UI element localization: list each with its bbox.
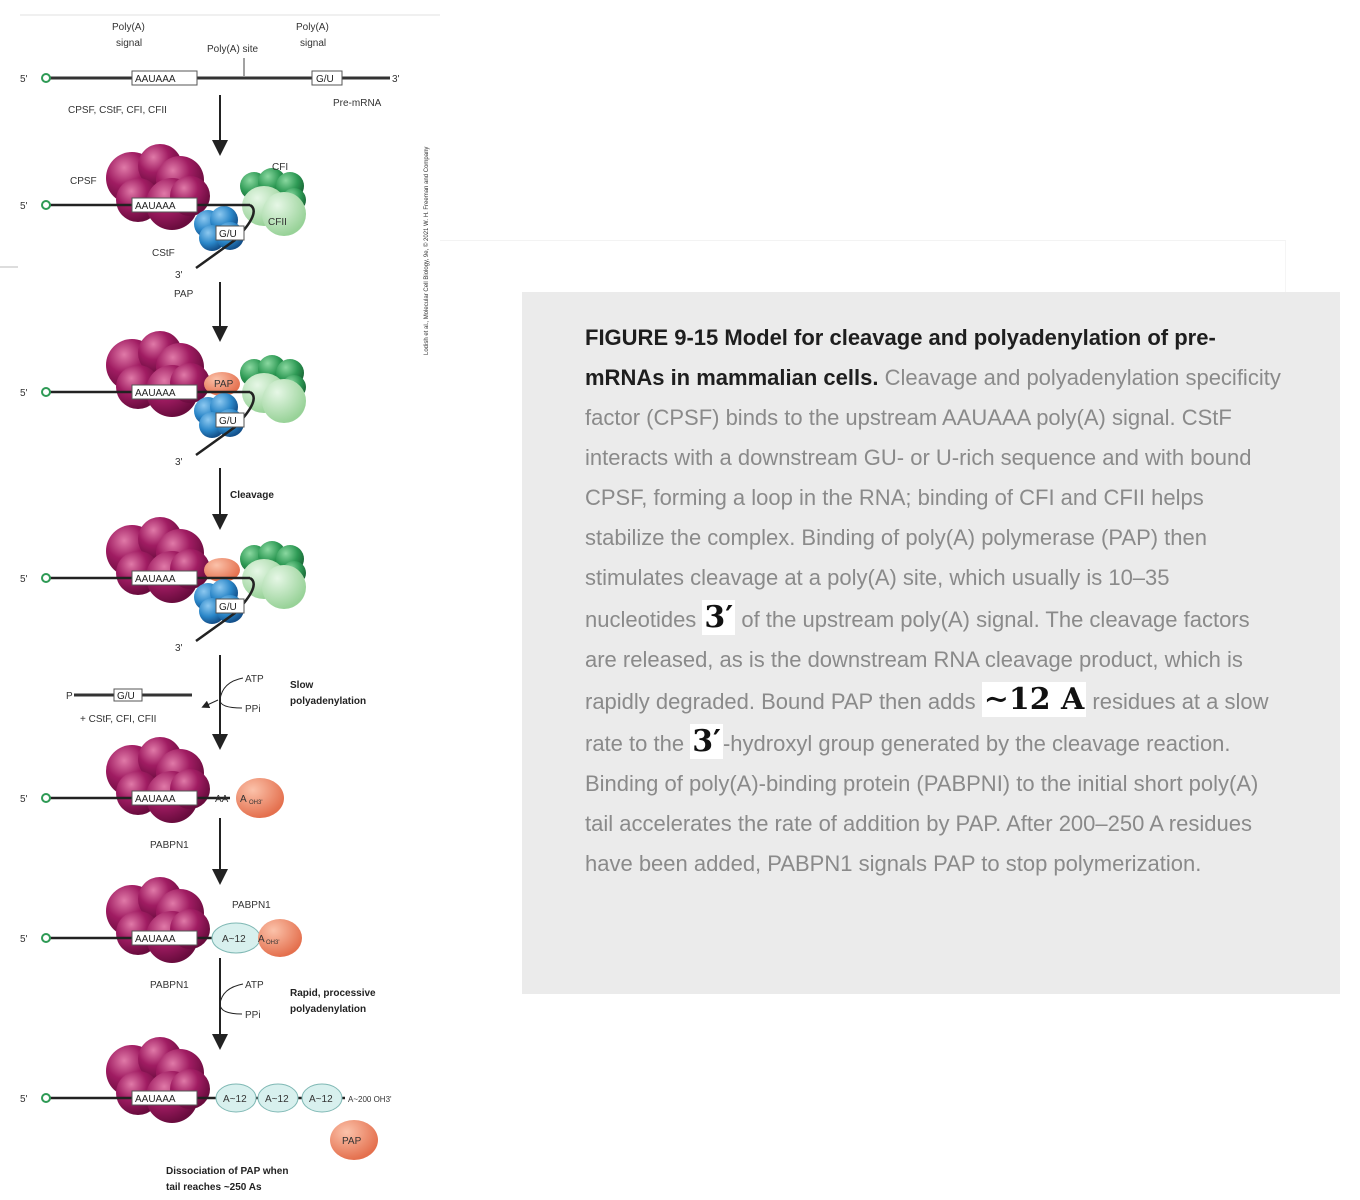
pap-label: PAP [214,379,234,390]
a12-label: A~12 [222,934,246,945]
five-prime-label: 5' [20,388,28,399]
caption-box: FIGURE 9-15 Model for cleavage and polya… [522,292,1340,994]
five-prime-label: 5' [20,934,28,945]
oh3-label: OH3' [249,800,262,806]
rapid-label: Rapid, processive [290,988,376,999]
credit-text: Lodish et al., Molecular Cell Biology, 9… [423,147,430,355]
released-factors-label: + CStF, CFI, CFII [80,714,156,725]
polya-signal-label: signal [116,38,142,49]
pabpn1-label: PABPN1 [150,980,189,991]
five-prime-label: 5' [20,201,28,212]
five-prime-label: 5' [20,574,28,585]
oh3-label: OH3' [266,940,279,946]
gu-label: G/U [219,416,237,427]
three-prime-label: 3' [392,74,400,85]
cleavage-product: G/U P + CStF, CFI, CFII [66,688,192,725]
ppi-label: PPi [245,704,261,715]
phosphate-label: P [66,691,73,702]
math-3prime: 3′ [690,724,723,759]
a12-label: A~12 [309,1094,333,1105]
factors-label: CPSF, CStF, CFI, CFII [68,105,167,116]
figure-caption: FIGURE 9-15 Model for cleavage and polya… [585,318,1285,884]
dissociation-label: tail reaches ~250 As [166,1182,262,1193]
rapid-label: polyadenylation [290,1004,366,1015]
gu-label: G/U [117,691,135,702]
cleavage-label: Cleavage [230,490,274,501]
aauaaa-label: AAUAAA [135,934,176,945]
cpsf-label: CPSF [70,176,97,187]
slow-label: Slow [290,680,314,691]
stage-long-tail: AAUAAA 5' A~12 A~12 A~12 A~200 OH3' [20,1037,392,1123]
stage-complex: AAUAAA G/U 5' CPSF CFI CFII CStF 3' [20,144,306,281]
caption-text: of the upstream poly(A) signal. The clea… [585,607,1250,714]
five-prime-label: 5' [20,794,28,805]
a-label: A [258,934,265,945]
three-prime-label: 3' [175,457,183,468]
aa-label: AA [215,794,229,805]
math-12a: ∼12 A [981,682,1087,717]
caption-text: residues at a slow rate to the [585,689,1269,756]
five-prime-label: 5' [20,1094,28,1105]
stage-cleaved: AAUAAA 5' G/U 3' [20,517,306,654]
stage-pap-bound: AAUAAA 5' G/U PAP 3' [20,331,306,468]
divider [440,240,1286,295]
pabpn1-label: PABPN1 [232,900,271,911]
five-prime-label: 5' [20,74,28,85]
polya-signal-label: Poly(A) [112,22,145,33]
caption-title: FIGURE 9-15 Model for cleavage and polya… [585,325,1216,390]
dissociation-label: Dissociation of PAP when [166,1166,288,1177]
divider [20,14,440,16]
cfii-label: CFII [268,217,287,228]
three-prime-label: 3' [175,270,183,281]
cstf-label: CStF [152,248,175,259]
pabpn1-label: PABPN1 [150,840,189,851]
gu-signal-label: Poly(A) [296,22,329,33]
three-prime-label: 3' [175,643,183,654]
gu-label: G/U [219,229,237,240]
aauaaa-label: AAUAAA [135,1094,176,1105]
a12-label: A~12 [223,1094,247,1105]
a-label: A [240,794,247,805]
aauaaa-label: AAUAAA [135,794,176,805]
aauaaa-label: AAUAAA [135,388,176,399]
math-3prime: 3′ [702,600,736,635]
polya-site-label: Poly(A) site [207,44,259,55]
aauaaa-label: AAUAAA [135,574,176,585]
caption-text: Cleavage and polyadenylation specificity… [585,365,1281,632]
a12-label: A~12 [265,1094,289,1105]
gu-label: G/U [316,74,334,85]
cfi-label: CFI [272,162,288,173]
aauaaa-label: AAUAAA [135,74,176,85]
gu-signal-label: signal [300,38,326,49]
pap-label: PAP [174,289,194,300]
caption-text: -hydroxyl group generated by the cleavag… [585,731,1259,876]
stage-pabpn1-bound: AAUAAA 5' A~12 A OH3' PABPN1 [20,877,302,963]
divider [0,266,18,268]
stage-pre-mrna: AAUAAA G/U 5' 3' Poly(A) signal Poly(A) … [20,22,400,109]
ppi-label: PPi [245,1010,261,1021]
polyadenylation-diagram: AAUAAA G/U 5' 3' Poly(A) signal Poly(A) … [20,22,430,1193]
aauaaa-label: AAUAAA [135,201,176,212]
atp-label: ATP [245,980,264,991]
slow-label: polyadenylation [290,696,366,707]
gu-label: G/U [219,602,237,613]
pap-label: PAP [342,1136,362,1147]
atp-label: ATP [245,674,264,685]
pre-mrna-label: Pre-mRNA [333,98,382,109]
a-tail-label: A~200 OH3' [348,1095,392,1104]
